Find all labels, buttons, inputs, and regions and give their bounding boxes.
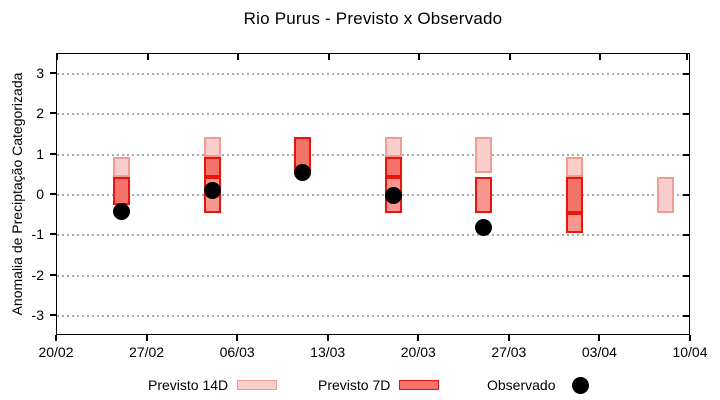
forecast-bar-segment-25/02-1: [113, 176, 131, 206]
legend-dot-observado: [572, 376, 590, 394]
xtick-top-27/03: [508, 54, 511, 60]
ytick-left--2: [50, 273, 56, 276]
forecast-bar-segment-18/03-1: [384, 156, 402, 177]
legend-swatch-previsto-14d: [237, 380, 278, 390]
legend-item-observado: Observado: [487, 372, 590, 398]
ytick-left-0: [50, 193, 56, 195]
legend-swatch-previsto-7d: [399, 380, 440, 390]
observado-point-25/02: [113, 202, 131, 220]
xtick-top-27/02: [146, 54, 149, 60]
forecast-bar-segment-04/03-1: [203, 156, 221, 177]
xtick-bottom-10/04: [689, 335, 691, 341]
xtick-bottom-27/02: [145, 335, 148, 341]
xtick-top-10/04: [686, 54, 688, 60]
gridline-y-2: [57, 113, 689, 116]
xtick-bottom-13/03: [326, 335, 329, 341]
ytick-right-3: [683, 73, 689, 76]
xtick-label-06/03: 06/03: [219, 344, 255, 360]
xtick-label-03/04: 03/04: [581, 344, 617, 360]
ytick-right-1: [683, 153, 689, 156]
xtick-label-20/03: 20/03: [400, 344, 436, 360]
observado-point-25/03: [475, 218, 493, 236]
forecast-bar-segment-25/02-0: [113, 156, 131, 177]
gridline-y-3: [57, 73, 689, 76]
forecast-bar-segment-01/04-1: [566, 176, 584, 214]
ytick-left-1: [50, 152, 56, 155]
ytick-label--3: -3: [31, 306, 44, 323]
plot-area: [56, 53, 690, 335]
ytick-label--2: -2: [31, 266, 44, 283]
ytick-label-0: 0: [36, 186, 44, 202]
ytick-left--1: [50, 233, 56, 236]
legend-label-previsto-14d: Previsto 14D: [148, 377, 229, 393]
xtick-bottom-03/04: [598, 335, 601, 341]
ytick-label--1: -1: [31, 226, 44, 243]
ytick-label-1: 1: [36, 145, 44, 162]
xtick-top-03/04: [599, 54, 602, 60]
observado-point-04/03: [203, 182, 221, 200]
observado-point-18/03: [384, 186, 402, 204]
gridline-y--2: [57, 274, 689, 277]
forecast-bar-segment-18/03-0: [384, 136, 402, 157]
xtick-top-06/03: [237, 54, 240, 60]
xtick-label-10/04: 10/04: [672, 344, 708, 360]
xtick-label-27/03: 27/03: [491, 344, 527, 360]
xtick-label-27/02: 27/02: [129, 344, 165, 360]
ytick-label-3: 3: [36, 65, 44, 82]
gridline-y-0: [57, 194, 689, 196]
gridline-y-1: [57, 153, 689, 156]
forecast-bar-segment-01/04-2: [566, 213, 584, 234]
gridline-y--3: [57, 314, 689, 317]
xtick-bottom-20/03: [417, 335, 420, 341]
ytick-right-0: [683, 194, 689, 196]
xtick-top-20/02: [56, 54, 58, 60]
forecast-bar-segment-01/04-0: [566, 156, 584, 177]
forecast-bar-segment-08/04-0: [656, 176, 674, 214]
legend-label-observado: Observado: [487, 377, 556, 393]
xtick-bottom-06/03: [236, 335, 239, 341]
xtick-bottom-20/02: [55, 335, 57, 341]
xtick-label-13/03: 13/03: [310, 344, 346, 360]
ytick-right-2: [683, 113, 689, 116]
gridline-y--1: [57, 234, 689, 237]
xtick-label-20/02: 20/02: [38, 344, 74, 360]
legend-label-previsto-7d: Previsto 7D: [318, 377, 391, 393]
ytick-left-3: [50, 72, 56, 75]
forecast-bar-segment-25/03-1: [475, 176, 493, 214]
forecast-bar-segment-04/03-0: [203, 136, 221, 157]
ytick-right--2: [683, 274, 689, 277]
xtick-top-20/03: [418, 54, 421, 60]
chart-title: Rio Purus - Previsto x Observado: [243, 9, 503, 28]
forecast-bar-segment-25/03-0: [475, 136, 493, 173]
legend-item-previsto-14d: Previsto 14D: [148, 372, 278, 398]
xtick-top-13/03: [327, 54, 330, 60]
xtick-bottom-27/03: [507, 335, 510, 341]
observado-point-11/03: [294, 164, 312, 182]
ytick-left-2: [50, 112, 56, 115]
ytick-label-2: 2: [36, 105, 44, 122]
legend-item-previsto-7d: Previsto 7D: [318, 372, 440, 398]
ytick-right--3: [683, 314, 689, 317]
ytick-left--3: [50, 313, 56, 316]
ytick-right--1: [683, 234, 689, 237]
